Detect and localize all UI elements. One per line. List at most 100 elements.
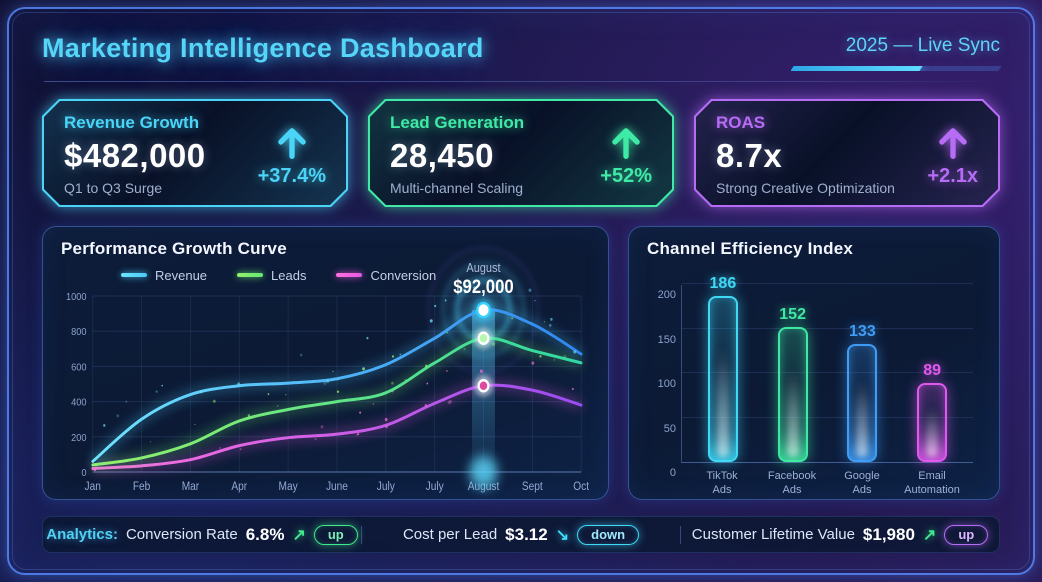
bar-gridline: 0 xyxy=(670,461,973,479)
legend-item-revenue: Revenue xyxy=(121,268,207,283)
status-badge: up xyxy=(944,524,989,545)
svg-text:Feb: Feb xyxy=(133,480,150,493)
kpi-title: ROAS xyxy=(716,113,766,132)
svg-text:0: 0 xyxy=(81,468,87,480)
svg-text:Mar: Mar xyxy=(182,480,200,493)
svg-text:July: July xyxy=(426,480,445,493)
legend-label: Revenue xyxy=(155,267,208,283)
metric-label: Customer Lifetime Value xyxy=(691,526,855,543)
bar-category-label: Facebook Ads xyxy=(767,470,817,497)
kpi-text: Lead Generation 28,450 Multi-channel Sca… xyxy=(390,113,524,195)
sync-progress-fill xyxy=(790,66,923,71)
line-chart-svg: 0 200 400 600 800 1000 Jan Feb Mar Apr May June July… xyxy=(66,246,589,493)
bar-email-automation: 89 xyxy=(917,362,948,462)
dashboard: Marketing Intelligence Dashboard 2025 — … xyxy=(12,9,1030,573)
header-divider xyxy=(44,81,998,82)
metric-value: $3.12 xyxy=(505,524,548,544)
kpi-card-revenue-growth: Revenue Growth $482,000 Q1 to Q3 Surge +… xyxy=(42,99,348,207)
bar-google-ads: 133 xyxy=(847,323,878,462)
bar-tiktok-ads: 186 xyxy=(707,275,738,462)
kpi-trend: +37.4% xyxy=(258,113,326,195)
bar-category-label: Email Automation xyxy=(904,470,960,497)
bar-axis-tick: 100 xyxy=(657,378,676,390)
legend-swatch-conversion xyxy=(336,273,363,277)
bar-chart-title: Channel Efficiency Index xyxy=(647,239,854,258)
bar-gridline: 50 xyxy=(664,416,973,435)
kpi-delta: +52% xyxy=(600,164,652,187)
metric-value: 6.8% xyxy=(245,524,285,544)
kpi-title: Lead Generation xyxy=(390,113,525,132)
bar-category-label: TikTok Ads xyxy=(706,470,738,497)
kpi-card-body: ROAS 8.7x Strong Creative Optimization +… xyxy=(696,101,998,205)
svg-text:Jan: Jan xyxy=(85,480,101,493)
metric-value: $1,980 xyxy=(862,524,915,544)
line-chart-title: Performance Growth Curve xyxy=(61,239,287,258)
kpi-trend: +52% xyxy=(600,113,652,195)
legend-item-conversion: Conversion xyxy=(336,268,436,283)
trend-down-icon: ↘ xyxy=(555,526,570,544)
kpi-subtitle: Q1 to Q3 Surge xyxy=(64,180,163,196)
performance-line-chart: 0 200 400 600 800 1000 Jan Feb Mar Apr May June July… xyxy=(61,246,590,498)
metric-label: Cost per Lead xyxy=(402,526,498,543)
performance-growth-panel: Performance Growth Curve Revenue Leads C… xyxy=(42,226,609,500)
status-badge: up xyxy=(313,524,358,545)
bar-axis-tick: 200 xyxy=(657,289,676,301)
bar-value-label: 152 xyxy=(779,305,806,323)
footer-metric-customer-lifetime-value: Customer Lifetime Value $1,980 ↗ up xyxy=(681,524,999,545)
live-sync-label: 2025 — Live Sync xyxy=(845,35,1000,56)
svg-text:600: 600 xyxy=(71,362,87,374)
bar-value-label: 89 xyxy=(923,361,942,379)
bar-value-label: 186 xyxy=(709,275,737,293)
annotation-month-label: August xyxy=(466,261,501,275)
main-row: Performance Growth Curve Revenue Leads C… xyxy=(42,226,1000,500)
legend-item-leads: Leads xyxy=(237,268,306,283)
kpi-subtitle: Strong Creative Optimization xyxy=(716,180,895,196)
legend-swatch-revenue xyxy=(121,273,147,277)
analytics-prefix: Analytics: xyxy=(46,526,118,543)
metric-label: Conversion Rate xyxy=(125,526,238,543)
bar-group: 186 152 133 89 xyxy=(682,275,973,462)
kpi-delta: +37.4% xyxy=(257,164,326,187)
bar-column: 133 xyxy=(847,323,878,462)
channel-efficiency-panel: Channel Efficiency Index 0 50 100 150 200 186… xyxy=(628,226,1000,500)
svg-text:Apr: Apr xyxy=(231,480,247,493)
footer-divider xyxy=(361,525,362,544)
svg-text:June: June xyxy=(326,480,348,493)
bar-gridline: 100 xyxy=(658,372,973,390)
bar-axis-tick: 50 xyxy=(663,422,676,435)
bar-gridline: 200 xyxy=(658,283,973,301)
svg-text:200: 200 xyxy=(71,432,87,444)
kpi-card-roas: ROAS 8.7x Strong Creative Optimization +… xyxy=(694,99,1000,207)
arrow-up-icon xyxy=(273,123,311,161)
kpi-value: $482,000 xyxy=(64,137,206,174)
legend-label: Leads xyxy=(271,267,307,283)
bar-axis-tick: 150 xyxy=(657,333,676,346)
footer-metric-conversion-rate: Analytics: Conversion Rate 6.8% ↗ up xyxy=(43,524,361,545)
bar-axis-tick: 0 xyxy=(669,467,676,479)
annotation-value-label: $92,000 xyxy=(453,276,514,297)
svg-text:400: 400 xyxy=(71,397,87,409)
kpi-subtitle: Multi-channel Scaling xyxy=(390,180,524,196)
bar-category-label: Google Ads xyxy=(844,470,880,497)
legend-label: Conversion xyxy=(370,267,437,283)
svg-text:1000: 1000 xyxy=(66,292,87,304)
efficiency-bar-chart: 0 50 100 150 200 186 152 133 89 xyxy=(658,275,973,479)
svg-text:800: 800 xyxy=(71,327,87,339)
sync-progress-bar xyxy=(790,66,1002,71)
kpi-card-body: Revenue Growth $482,000 Q1 to Q3 Surge +… xyxy=(44,101,346,205)
svg-text:July: July xyxy=(377,480,396,493)
trend-up-icon: ↗ xyxy=(292,526,306,544)
bar-column: 152 xyxy=(777,306,808,462)
line-chart-legend: Revenue Leads Conversion xyxy=(121,266,590,284)
kpi-card-body: Lead Generation 28,450 Multi-channel Sca… xyxy=(370,101,672,205)
trend-up-icon: ↗ xyxy=(922,526,937,544)
kpi-value: 8.7x xyxy=(716,137,783,174)
kpi-text: Revenue Growth $482,000 Q1 to Q3 Surge xyxy=(64,113,206,195)
svg-text:Sept: Sept xyxy=(522,480,543,493)
svg-text:May: May xyxy=(279,480,299,493)
bar-value-label: 133 xyxy=(849,322,876,340)
bar-column: 89 xyxy=(917,362,948,462)
header-status: 2025 — Live Sync xyxy=(790,25,1002,71)
status-badge: down xyxy=(577,524,640,545)
arrow-up-icon xyxy=(607,123,645,161)
